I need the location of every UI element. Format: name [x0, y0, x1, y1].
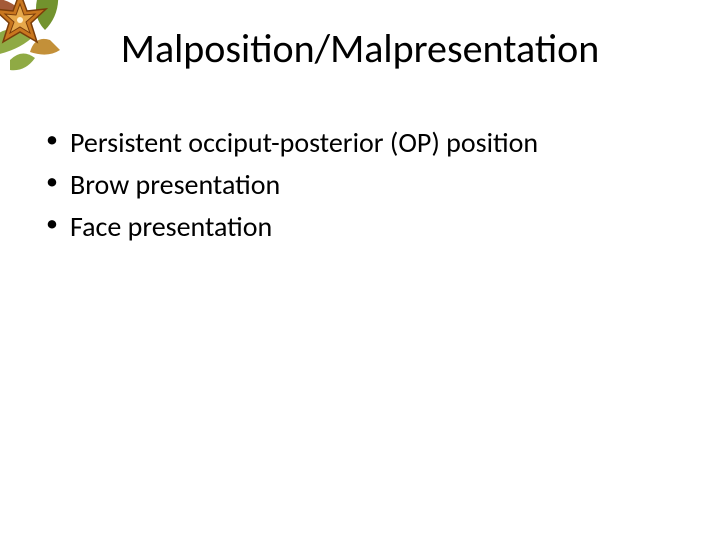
slide-title: Malposition/Malpresentation [0, 24, 720, 73]
bullet-item: Face presentation [36, 208, 684, 246]
bullet-list: Persistent occiput-posterior (OP) positi… [36, 124, 684, 249]
slide: Malposition/Malpresentation Persistent o… [0, 0, 720, 540]
bullet-item: Persistent occiput-posterior (OP) positi… [36, 124, 684, 162]
bullet-item: Brow presentation [36, 166, 684, 204]
